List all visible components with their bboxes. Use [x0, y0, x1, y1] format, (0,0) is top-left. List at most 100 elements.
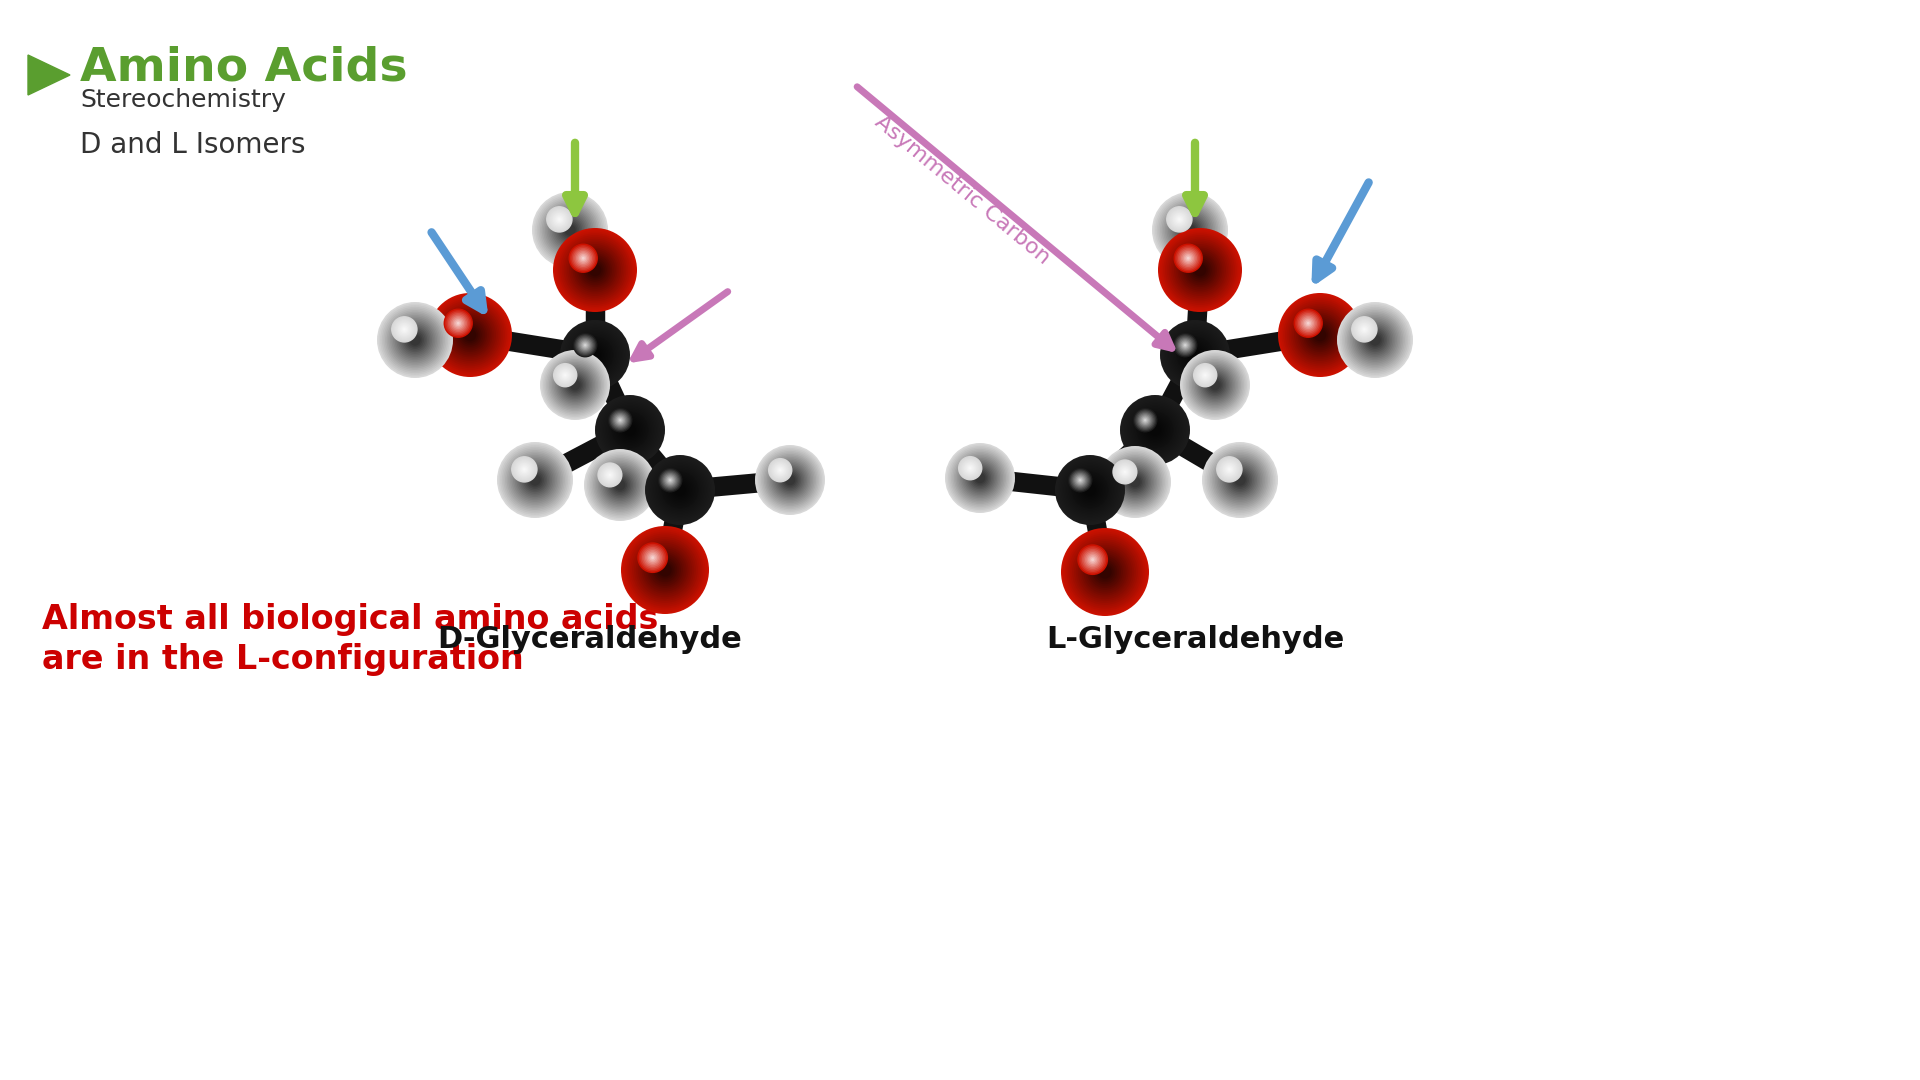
Circle shape [461, 325, 480, 345]
Circle shape [776, 465, 785, 475]
Circle shape [455, 320, 486, 350]
Circle shape [1146, 420, 1165, 440]
Circle shape [1171, 332, 1217, 378]
Circle shape [511, 455, 561, 505]
Circle shape [584, 343, 607, 366]
Circle shape [1139, 415, 1171, 446]
Circle shape [511, 456, 538, 483]
Circle shape [455, 321, 461, 326]
Circle shape [768, 458, 793, 483]
Circle shape [1112, 459, 1137, 485]
Circle shape [518, 464, 530, 475]
Circle shape [945, 443, 1016, 513]
Circle shape [1308, 323, 1332, 347]
Circle shape [1198, 368, 1233, 402]
Circle shape [1200, 369, 1212, 381]
Circle shape [674, 485, 685, 496]
Circle shape [1357, 323, 1371, 336]
Circle shape [609, 408, 632, 432]
Circle shape [1068, 469, 1112, 512]
Circle shape [770, 460, 810, 500]
Circle shape [1066, 465, 1116, 514]
Circle shape [668, 478, 691, 501]
Circle shape [1179, 218, 1181, 220]
Circle shape [561, 370, 570, 380]
Circle shape [1300, 314, 1317, 332]
Circle shape [447, 313, 468, 334]
Circle shape [1073, 473, 1087, 487]
Circle shape [964, 462, 996, 494]
Circle shape [520, 465, 528, 473]
Circle shape [564, 374, 566, 377]
Circle shape [639, 544, 691, 595]
Circle shape [1188, 359, 1240, 411]
Circle shape [756, 446, 824, 513]
Circle shape [545, 354, 605, 416]
Circle shape [1173, 213, 1208, 247]
Circle shape [541, 351, 609, 419]
Circle shape [1081, 549, 1129, 595]
Circle shape [1114, 461, 1156, 502]
Circle shape [778, 468, 783, 473]
Circle shape [968, 465, 973, 471]
Circle shape [1071, 539, 1139, 605]
Circle shape [576, 337, 593, 354]
Circle shape [555, 214, 564, 225]
Circle shape [1164, 203, 1217, 257]
Circle shape [1054, 455, 1125, 525]
Circle shape [463, 327, 478, 343]
Circle shape [645, 551, 685, 590]
Circle shape [457, 322, 459, 325]
Circle shape [1175, 215, 1183, 224]
Circle shape [605, 469, 636, 501]
Circle shape [1304, 318, 1336, 352]
Circle shape [545, 206, 572, 232]
Circle shape [770, 459, 791, 482]
Circle shape [1079, 545, 1106, 573]
Circle shape [1167, 237, 1233, 303]
Circle shape [584, 343, 586, 347]
Circle shape [1119, 465, 1152, 498]
Circle shape [774, 463, 806, 497]
Circle shape [584, 342, 588, 348]
Circle shape [1167, 327, 1223, 382]
Circle shape [950, 447, 1010, 509]
Circle shape [1123, 471, 1127, 473]
Circle shape [599, 400, 660, 460]
Circle shape [564, 225, 576, 235]
Circle shape [1298, 313, 1319, 334]
Circle shape [1294, 309, 1323, 338]
Circle shape [1185, 343, 1187, 347]
Circle shape [1098, 566, 1112, 579]
Circle shape [1227, 467, 1254, 494]
Circle shape [553, 213, 566, 226]
Circle shape [1359, 324, 1369, 335]
Circle shape [574, 249, 616, 291]
Circle shape [1077, 544, 1133, 599]
Circle shape [1081, 548, 1106, 572]
Circle shape [561, 370, 589, 400]
Circle shape [396, 322, 413, 337]
Circle shape [1179, 249, 1196, 267]
Circle shape [601, 401, 659, 459]
Circle shape [401, 325, 409, 334]
Circle shape [607, 471, 614, 478]
Circle shape [547, 206, 593, 254]
Circle shape [1202, 372, 1210, 379]
Circle shape [540, 200, 599, 260]
Circle shape [447, 312, 492, 357]
Circle shape [643, 549, 687, 592]
Circle shape [1225, 464, 1256, 496]
Circle shape [503, 448, 566, 512]
Circle shape [659, 469, 701, 512]
Circle shape [1116, 462, 1135, 482]
Circle shape [384, 309, 447, 372]
Circle shape [1131, 405, 1179, 455]
Circle shape [561, 322, 628, 389]
Circle shape [1106, 453, 1165, 512]
Circle shape [1139, 413, 1171, 447]
Circle shape [586, 450, 655, 519]
Circle shape [618, 417, 643, 443]
Circle shape [1204, 374, 1206, 377]
Circle shape [578, 253, 612, 287]
